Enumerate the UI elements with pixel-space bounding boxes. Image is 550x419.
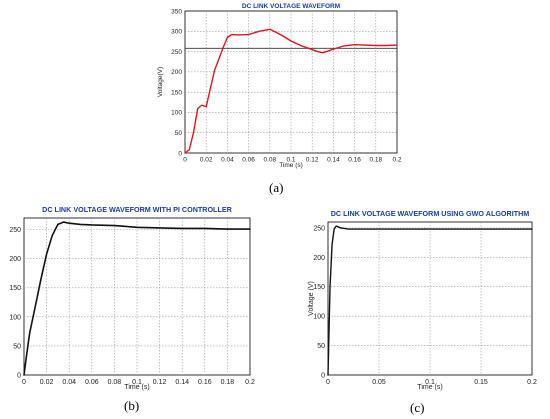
x-tick-label: 0.18: [369, 157, 382, 164]
y-tick-label: 200: [313, 255, 325, 262]
y-tick-label: 350: [171, 8, 182, 15]
y-tick-label: 150: [171, 89, 182, 96]
x-tick-label: 0: [183, 157, 187, 164]
y-tick-label: 250: [313, 225, 325, 232]
caption-c: (c): [410, 400, 425, 415]
x-tick-label: 0.2: [392, 157, 401, 164]
x-tick-label: 0.08: [108, 379, 122, 386]
x-tick-label: 0.12: [306, 157, 319, 164]
y-tick-label: 100: [9, 314, 21, 321]
x-tick-label: 0.14: [327, 157, 340, 164]
series-line: [23, 221, 251, 376]
y-axis-label: Voltage (V): [308, 281, 315, 316]
x-tick-label: 0.16: [348, 157, 361, 164]
chart-panel-b: DC LINK VOLTAGE WAVEFORM WITH PI CONTROL…: [0, 202, 262, 394]
chart-title: DC LINK VOLTAGE WAVEFORM USING GWO ALGOR…: [331, 209, 530, 218]
caption-b: (b): [124, 398, 140, 413]
x-tick-label: 0.02: [40, 379, 54, 386]
x-axis-label: Time (s): [279, 162, 303, 169]
y-tick-label: 250: [9, 227, 21, 234]
y-tick-label: 0: [321, 372, 325, 379]
x-axis-label: Time (s): [124, 384, 149, 391]
x-axis-label: Time (s): [417, 384, 442, 391]
chart-title: DC LINK VOLTAGE WAVEFORM WITH PI CONTROL…: [42, 205, 232, 214]
chart-panel-a: DC LINK VOLTAGE WAVEFORM 0 0.02 0.04 0.06 0.0…: [150, 0, 410, 172]
y-tick-label: 100: [313, 314, 325, 321]
chart-b: DC LINK VOLTAGE WAVEFORM WITH PI CONTROL…: [9, 205, 255, 391]
y-tick-label: 100: [171, 110, 182, 117]
y-tick-label: 0: [178, 150, 182, 157]
x-tick-label: 0.12: [153, 379, 167, 386]
y-tick-label: 250: [171, 49, 182, 56]
y-tick-label: 300: [171, 29, 182, 36]
x-tick-label: 0.14: [175, 379, 189, 386]
chart-title: DC LINK VOLTAGE WAVEFORM: [242, 3, 340, 10]
x-tick-label: 0: [22, 379, 26, 386]
y-axis-label: Voltage(V): [157, 67, 164, 97]
x-tick-label: 0.04: [221, 157, 234, 164]
x-tick-label: 0.1: [425, 379, 435, 386]
y-tick-label: 0: [17, 372, 21, 379]
x-tick-label: 0.08: [263, 157, 276, 164]
chart-a: DC LINK VOLTAGE WAVEFORM 0 0.02 0.04 0.06 0.0…: [157, 3, 402, 169]
series-line: [184, 28, 398, 154]
x-tick-label: 0.06: [85, 379, 99, 386]
x-tick-label: 0.04: [62, 379, 76, 386]
y-tick-label: 150: [9, 285, 21, 292]
series-line: [327, 225, 533, 376]
x-tick-label: 0.06: [242, 157, 255, 164]
x-tick-label: 0.16: [198, 379, 212, 386]
caption-a: (a): [269, 180, 284, 195]
chart-panel-c: DC LINK VOLTAGE WAVEFORM USING GWO ALGOR…: [300, 206, 545, 396]
y-tick-label: 50: [175, 130, 183, 137]
y-tick-label: 200: [171, 69, 182, 76]
x-tick-label: 0.1: [286, 157, 295, 164]
y-tick-label: 50: [317, 343, 325, 350]
x-tick-label: 0: [326, 379, 330, 386]
x-tick-label: 0.02: [200, 157, 213, 164]
x-tick-label: 0.2: [527, 379, 537, 386]
x-tick-label: 0.1: [132, 379, 142, 386]
x-tick-label: 0.18: [221, 379, 235, 386]
chart-c: DC LINK VOLTAGE WAVEFORM USING GWO ALGOR…: [308, 209, 537, 391]
x-tick-label: 0.15: [474, 379, 488, 386]
x-tick-label: 0.2: [245, 379, 255, 386]
y-tick-label: 200: [9, 256, 21, 263]
y-tick-label: 150: [313, 284, 325, 291]
y-tick-label: 50: [13, 343, 21, 350]
x-tick-label: 0.05: [372, 379, 386, 386]
